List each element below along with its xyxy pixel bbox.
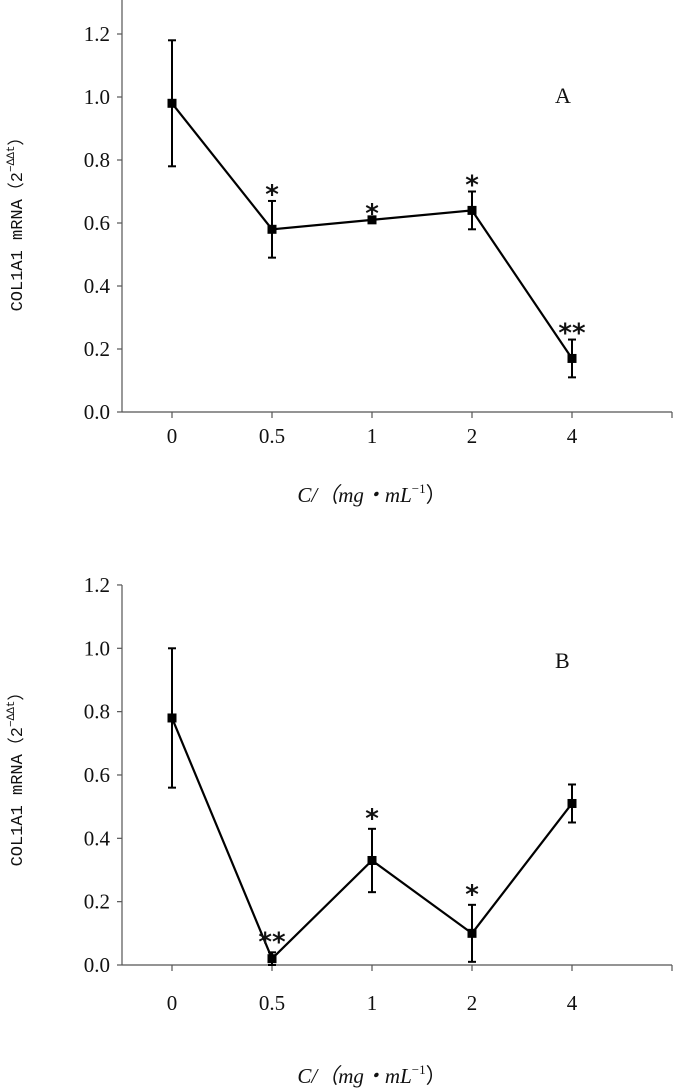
x-axis-label: C/（mg・mL−1） bbox=[297, 1062, 446, 1088]
x-tick-label: 1 bbox=[367, 991, 378, 1015]
x-axis-label: C/（mg・mL−1） bbox=[297, 481, 446, 507]
series-line bbox=[171, 102, 573, 360]
x-axis-label-close: ） bbox=[426, 483, 447, 507]
panel-label: A bbox=[555, 83, 571, 108]
significance-marker: * bbox=[365, 804, 379, 834]
data-point bbox=[467, 928, 477, 938]
x-tick-label: 4 bbox=[567, 991, 578, 1015]
data-point bbox=[167, 713, 177, 723]
significance-marker: * bbox=[365, 199, 379, 229]
y-axis-label: COL1A1 mRNA（2−ΔΔt） bbox=[6, 684, 28, 867]
y-tick-label: 1.0 bbox=[84, 636, 110, 660]
y-tick-label: 1.2 bbox=[84, 573, 110, 597]
y-axis-label-text: COL1A1 mRNA（2 bbox=[7, 727, 28, 866]
data-point bbox=[367, 855, 377, 865]
x-tick-label: 2 bbox=[467, 424, 478, 448]
y-axis-label-close: ） bbox=[7, 129, 28, 146]
x-tick-label: 0 bbox=[167, 991, 178, 1015]
data-point bbox=[267, 954, 277, 964]
x-axis-label-superscript: −1 bbox=[412, 1062, 426, 1077]
x-tick-label: 0 bbox=[167, 424, 178, 448]
y-tick-label: 0.0 bbox=[84, 953, 110, 977]
chart-panel-A: 0.00.20.40.60.81.01.20 0.5 1 2 4*****ACOL1A1… bbox=[6, 0, 673, 507]
data-point bbox=[467, 205, 477, 215]
data-point bbox=[167, 98, 177, 108]
y-tick-label: 0.6 bbox=[84, 763, 110, 787]
significance-marker: ** bbox=[258, 927, 286, 957]
y-tick-label: 0.8 bbox=[84, 700, 110, 724]
y-tick-label: 0.6 bbox=[84, 211, 110, 235]
data-point bbox=[567, 798, 577, 808]
data-point bbox=[367, 215, 377, 225]
y-tick-label: 0.4 bbox=[84, 274, 111, 298]
x-axis-label-text: C/（mg・mL bbox=[297, 1064, 411, 1088]
significance-marker: * bbox=[465, 171, 479, 201]
y-tick-label: 0.8 bbox=[84, 148, 110, 172]
y-tick-label: 0.2 bbox=[84, 337, 110, 361]
y-axis-label-text: COL1A1 mRNA（2 bbox=[7, 172, 28, 311]
x-tick-label: 1 bbox=[367, 424, 378, 448]
x-axis-label-close: ） bbox=[426, 1064, 447, 1088]
significance-marker: * bbox=[265, 180, 279, 210]
y-axis-label: COL1A1 mRNA（2−ΔΔt） bbox=[6, 129, 28, 312]
y-tick-label: 0.2 bbox=[84, 890, 110, 914]
x-tick-label: 0.5 bbox=[259, 424, 285, 448]
panel-label: B bbox=[555, 648, 570, 673]
x-tick-label: 2 bbox=[467, 991, 478, 1015]
x-axis-label-text: C/（mg・mL bbox=[297, 483, 411, 507]
data-point bbox=[267, 224, 277, 234]
y-tick-label: 0.0 bbox=[84, 400, 110, 424]
y-axis-label-superscript: −ΔΔt bbox=[6, 146, 18, 172]
y-axis-label-close: ） bbox=[7, 684, 28, 701]
data-point bbox=[567, 353, 577, 363]
significance-marker: ** bbox=[558, 319, 586, 349]
y-tick-label: 0.4 bbox=[84, 826, 111, 850]
chart-panel-B: 0.00.20.40.60.81.01.20 0.5 1 2 4****BCOL1A1 … bbox=[6, 573, 673, 1088]
x-axis-label-superscript: −1 bbox=[412, 481, 426, 496]
y-tick-label: 1.0 bbox=[84, 85, 110, 109]
x-tick-label: 4 bbox=[567, 424, 578, 448]
y-axis-label-superscript: −ΔΔt bbox=[6, 701, 18, 727]
x-tick-label: 0.5 bbox=[259, 991, 285, 1015]
significance-marker: * bbox=[465, 880, 479, 910]
y-tick-label: 1.2 bbox=[84, 22, 110, 46]
